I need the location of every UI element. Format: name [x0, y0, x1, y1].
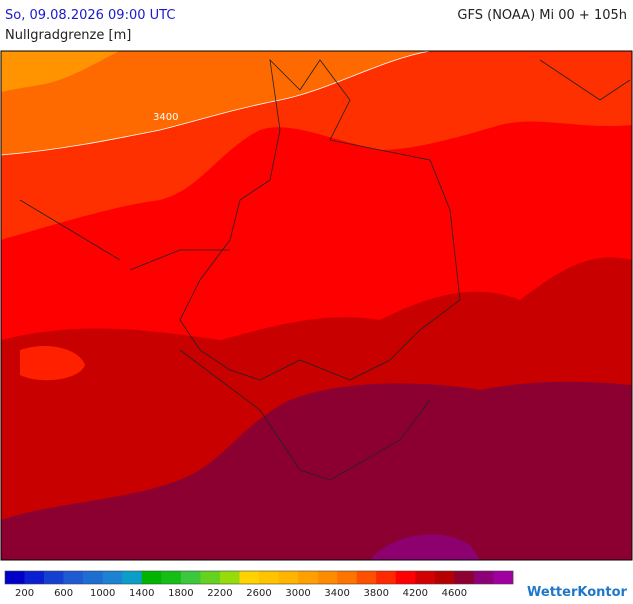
legend-swatch [473, 571, 494, 584]
logo: WetterKontor [527, 585, 628, 600]
legend-swatch [141, 571, 162, 584]
legend-label: 1800 [168, 588, 193, 599]
legend-swatch [180, 571, 201, 584]
legend-swatch [122, 571, 143, 584]
field-3600 [20, 345, 85, 381]
legend-swatch [259, 571, 279, 584]
legend-label: 600 [54, 588, 73, 599]
legend-swatch [337, 571, 357, 584]
legend-swatch [356, 571, 377, 584]
legend-swatch [239, 571, 260, 584]
legend-frame [4, 570, 514, 585]
legend-swatch [219, 571, 240, 584]
borders [19, 58, 631, 481]
contour-label: 3400 [153, 112, 178, 123]
legend-swatch [317, 571, 338, 584]
legend-label: 3000 [285, 588, 310, 599]
legend-swatch [44, 571, 64, 584]
legend-label: 1000 [90, 588, 115, 599]
map-frame [0, 50, 633, 561]
valid-time: So, 09.08.2026 09:00 UTC [5, 8, 175, 23]
legend-swatch [161, 571, 182, 584]
legend: 200 600 1000 1400 1800 2200 2600 3000 3400 3800 42… [4, 570, 514, 599]
legend-label: 200 [15, 588, 34, 599]
legend-label: 2200 [207, 588, 232, 599]
field-3200 [1, 51, 430, 155]
map: 3400 [0, 50, 633, 561]
legend-label: 4600 [442, 588, 467, 599]
field-4600 [370, 534, 480, 560]
field-4400 [1, 381, 632, 560]
model-run: GFS (NOAA) Mi 00 + 105h [457, 8, 627, 23]
legend-label: 3800 [364, 588, 389, 599]
map-title: Nullgradgrenze [m] [5, 28, 131, 43]
legend-swatch [83, 571, 103, 584]
legend-swatch [395, 571, 416, 584]
legend-swatch [278, 571, 299, 584]
legend-label: 1400 [129, 588, 154, 599]
legend-swatch [102, 571, 123, 584]
legend-swatch [493, 571, 514, 584]
legend-swatch [63, 571, 84, 584]
legend-swatch [434, 571, 455, 584]
legend-swatch [200, 571, 221, 584]
legend-label: 2600 [246, 588, 271, 599]
legend-swatch [5, 571, 25, 584]
legend-label: 3400 [324, 588, 349, 599]
legend-swatch [454, 571, 475, 584]
legend-label: 4200 [403, 588, 428, 599]
legend-swatch [415, 571, 436, 584]
legend-swatch [24, 571, 45, 584]
legend-swatch [376, 571, 397, 584]
contour-line [1, 51, 431, 156]
legend-swatch [298, 571, 318, 584]
field-3000 [1, 51, 120, 92]
